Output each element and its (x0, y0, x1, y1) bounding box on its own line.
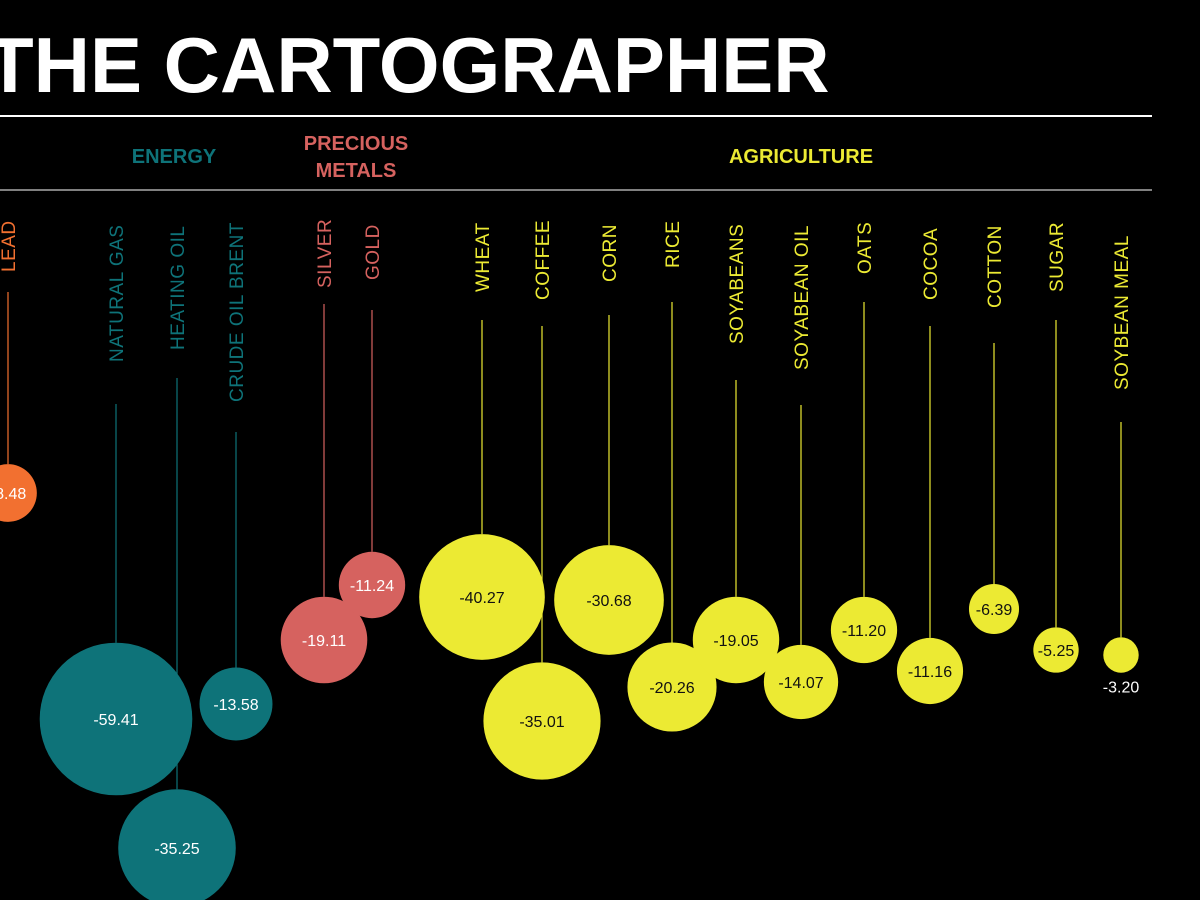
item-label-oats: OATS (855, 222, 876, 274)
value-label-coffee: -35.01 (519, 714, 564, 731)
value-label-natural-gas: -59.41 (93, 712, 138, 729)
item-label-cocoa: COCOA (921, 228, 942, 300)
item-label-crude-oil-brent: CRUDE OIL BRENT (227, 222, 248, 402)
value-label-wheat: -40.27 (459, 590, 504, 607)
value-label-gold: -11.24 (350, 578, 394, 595)
chart-title: THE CARTOGRAPHER (0, 21, 830, 109)
item-label-soyabean-oil: SOYABEAN OIL (792, 225, 813, 370)
bubble-sugar (1033, 627, 1079, 673)
bubble-lead (0, 464, 37, 522)
item-label-corn: CORN (600, 224, 621, 282)
value-label-soyabeans: -19.05 (713, 633, 758, 650)
value-label-lead: -8.48 (0, 486, 26, 503)
category-agriculture: AGRICULTURE (729, 146, 873, 168)
category-headers: ENERGY PRECIOUS METALS AGRICULTURE (132, 133, 873, 182)
item-label-heating-oil: HEATING OIL (168, 226, 189, 350)
item-label-sugar: SUGAR (1047, 222, 1068, 292)
item-label-soyabeans: SOYABEANS (727, 224, 748, 344)
item-label-coffee: COFFEE (533, 220, 554, 300)
bubble-cocoa (896, 637, 964, 705)
bubble-soyabeans (692, 596, 780, 684)
bubble-oats (830, 596, 898, 664)
bubble-wheat (419, 534, 545, 660)
bubble-soybean-meal (1103, 637, 1139, 673)
value-label-oats: -11.20 (842, 623, 886, 640)
value-label-crude-oil-brent: -13.58 (213, 697, 258, 714)
bubble-rice (627, 642, 717, 732)
value-label-corn: -30.68 (586, 593, 631, 610)
bubble-gold (338, 551, 406, 619)
bubble-cotton (968, 583, 1020, 635)
bubble-silver (280, 596, 368, 684)
bubble-soyabean-oil (763, 644, 839, 720)
value-label-heating-oil: -35.25 (154, 841, 199, 858)
value-label-silver: -19.11 (302, 633, 346, 650)
bubble-crude-oil-brent (199, 667, 273, 741)
value-label-cotton: -6.39 (976, 602, 1013, 619)
bubble-coffee (483, 662, 601, 780)
item-label-natural-gas: NATURAL GAS (107, 225, 128, 362)
value-label-soybean-meal: -3.20 (1103, 680, 1140, 697)
item-label-silver: SILVER (315, 219, 336, 288)
item-label-lead: LEAD (0, 220, 20, 272)
stems (7, 292, 1122, 790)
value-label-sugar: -5.25 (1038, 643, 1075, 660)
value-label-soyabean-oil: -14.07 (778, 675, 823, 692)
value-label-cocoa: -11.16 (908, 664, 952, 681)
bubble-heating-oil (118, 789, 236, 900)
item-label-cotton: COTTON (985, 225, 1006, 308)
item-labels: LEAD -8.48 NATURAL GAS -59.41 HEATING OIL -35… (0, 219, 1139, 858)
item-label-wheat: WHEAT (473, 222, 494, 292)
category-energy: ENERGY (132, 146, 217, 168)
item-label-rice: RICE (663, 221, 684, 268)
bubble-natural-gas (39, 642, 193, 796)
item-label-gold: GOLD (363, 224, 384, 280)
value-label-rice: -20.26 (649, 680, 694, 697)
bubbles (0, 464, 1139, 900)
item-label-soybean-meal: SOYBEAN MEAL (1112, 235, 1133, 390)
category-precious-metals: PRECIOUS METALS (304, 133, 408, 182)
bubble-corn (554, 545, 664, 655)
